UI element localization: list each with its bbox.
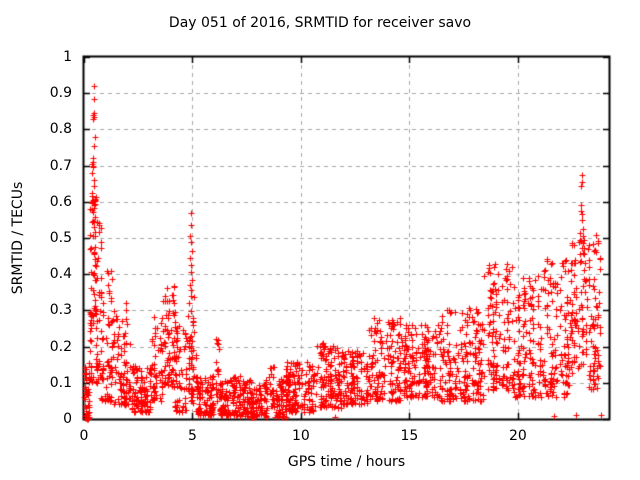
y-tick-label: 0 xyxy=(63,411,72,427)
x-tick-label: 5 xyxy=(188,428,197,444)
y-tick-label: 0.3 xyxy=(49,302,72,319)
x-tick-label: 10 xyxy=(292,428,310,444)
y-tick-label: 0.2 xyxy=(49,338,72,355)
y-tick-label: 0.8 xyxy=(49,121,72,138)
x-tick-label: 15 xyxy=(400,428,419,444)
y-tick-label: 0.7 xyxy=(49,157,72,174)
y-tick-label: 0.4 xyxy=(49,266,72,283)
y-tick-label: 0.9 xyxy=(49,85,72,102)
y-tick-label: 1 xyxy=(63,49,72,65)
y-tick-label: 0.1 xyxy=(49,374,72,391)
y-tick-label: 0.6 xyxy=(49,193,72,210)
x-tick-label: 20 xyxy=(508,428,527,444)
x-tick-label: 0 xyxy=(79,428,89,444)
y-tick-label: 0.5 xyxy=(49,230,72,246)
